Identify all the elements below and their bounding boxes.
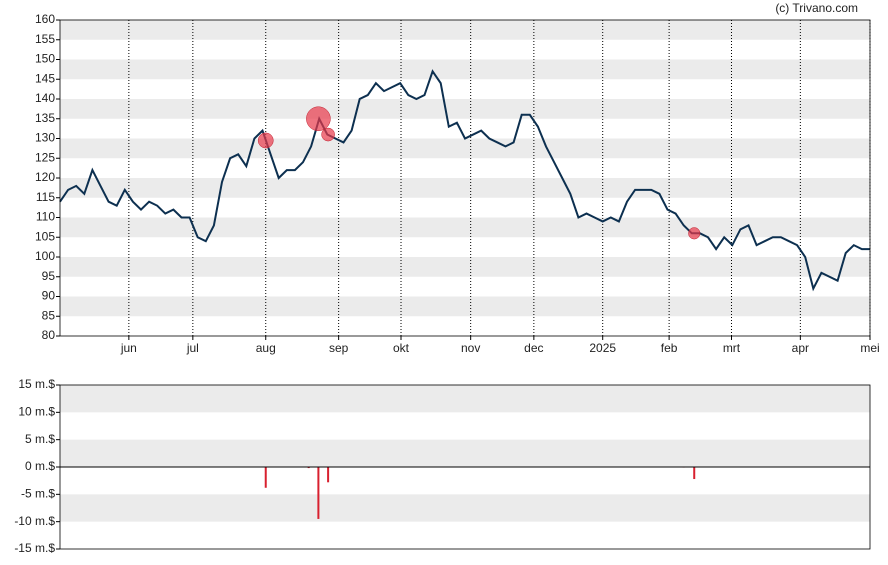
y-tick-label: 150 bbox=[35, 52, 55, 66]
band bbox=[60, 296, 870, 317]
y-tick-label: -10 m.$ bbox=[14, 514, 55, 528]
transaction-bubble bbox=[321, 127, 335, 142]
y-tick-label: 80 bbox=[42, 328, 56, 342]
bar bbox=[264, 467, 267, 488]
y-tick-label: 10 m.$ bbox=[18, 405, 55, 419]
x-tick-label: mrt bbox=[723, 341, 741, 355]
y-tick-label: 0 m.$ bbox=[25, 459, 55, 473]
y-tick-label: 125 bbox=[35, 150, 55, 164]
y-tick-label: 140 bbox=[35, 91, 55, 105]
band bbox=[60, 99, 870, 119]
y-tick-label: 105 bbox=[35, 229, 55, 243]
y-tick-label: 145 bbox=[35, 71, 55, 85]
x-tick-label: sep bbox=[329, 341, 349, 355]
band bbox=[60, 494, 870, 522]
x-tick-label: jul bbox=[186, 341, 199, 355]
plot-frame bbox=[59, 19, 871, 337]
y-tick-label: 120 bbox=[35, 170, 55, 184]
band bbox=[60, 217, 870, 238]
transaction-bubble bbox=[306, 106, 331, 132]
x-tick-label: apr bbox=[792, 341, 809, 355]
transaction-bubble bbox=[688, 227, 701, 240]
y-tick-label: 100 bbox=[35, 249, 55, 263]
y-tick-label: 135 bbox=[35, 111, 55, 125]
y-tick-label: 15 m.$ bbox=[18, 377, 55, 391]
band bbox=[60, 178, 870, 198]
bar bbox=[693, 467, 696, 480]
band bbox=[60, 385, 870, 413]
price-line bbox=[59, 69, 870, 292]
y-tick-label: 110 bbox=[36, 210, 55, 224]
y-tick-label: 155 bbox=[35, 32, 55, 46]
bar bbox=[307, 467, 310, 469]
y-tick-label: 115 bbox=[36, 190, 55, 204]
y-tick-label: 5 m.$ bbox=[25, 432, 55, 446]
bar bbox=[327, 467, 330, 483]
band bbox=[60, 138, 870, 159]
x-tick-label: dec bbox=[524, 341, 543, 355]
x-tick-label: feb bbox=[661, 341, 678, 355]
bar bbox=[317, 467, 320, 519]
band bbox=[60, 20, 870, 40]
y-tick-label: 85 bbox=[42, 308, 56, 322]
y-tick-label: 90 bbox=[42, 289, 56, 303]
band bbox=[60, 257, 870, 277]
x-tick-label: jun bbox=[120, 341, 137, 355]
transaction-bubble bbox=[257, 132, 274, 149]
x-tick-label: mei bbox=[860, 341, 879, 355]
y-tick-label: 160 bbox=[35, 12, 55, 26]
credit: (c) Trivano.com bbox=[775, 1, 858, 15]
x-tick-label: aug bbox=[256, 341, 276, 355]
y-tick-label: 130 bbox=[35, 131, 55, 145]
x-tick-label: nov bbox=[461, 341, 480, 355]
x-tick-label: 2025 bbox=[589, 341, 616, 355]
y-tick-label: 95 bbox=[42, 269, 56, 283]
x-tick-label: okt bbox=[393, 341, 410, 355]
plot-frame bbox=[59, 384, 871, 550]
y-tick-label: -15 m.$ bbox=[14, 541, 55, 555]
band bbox=[60, 59, 870, 80]
band bbox=[60, 439, 870, 467]
y-tick-label: -5 m.$ bbox=[21, 487, 55, 501]
